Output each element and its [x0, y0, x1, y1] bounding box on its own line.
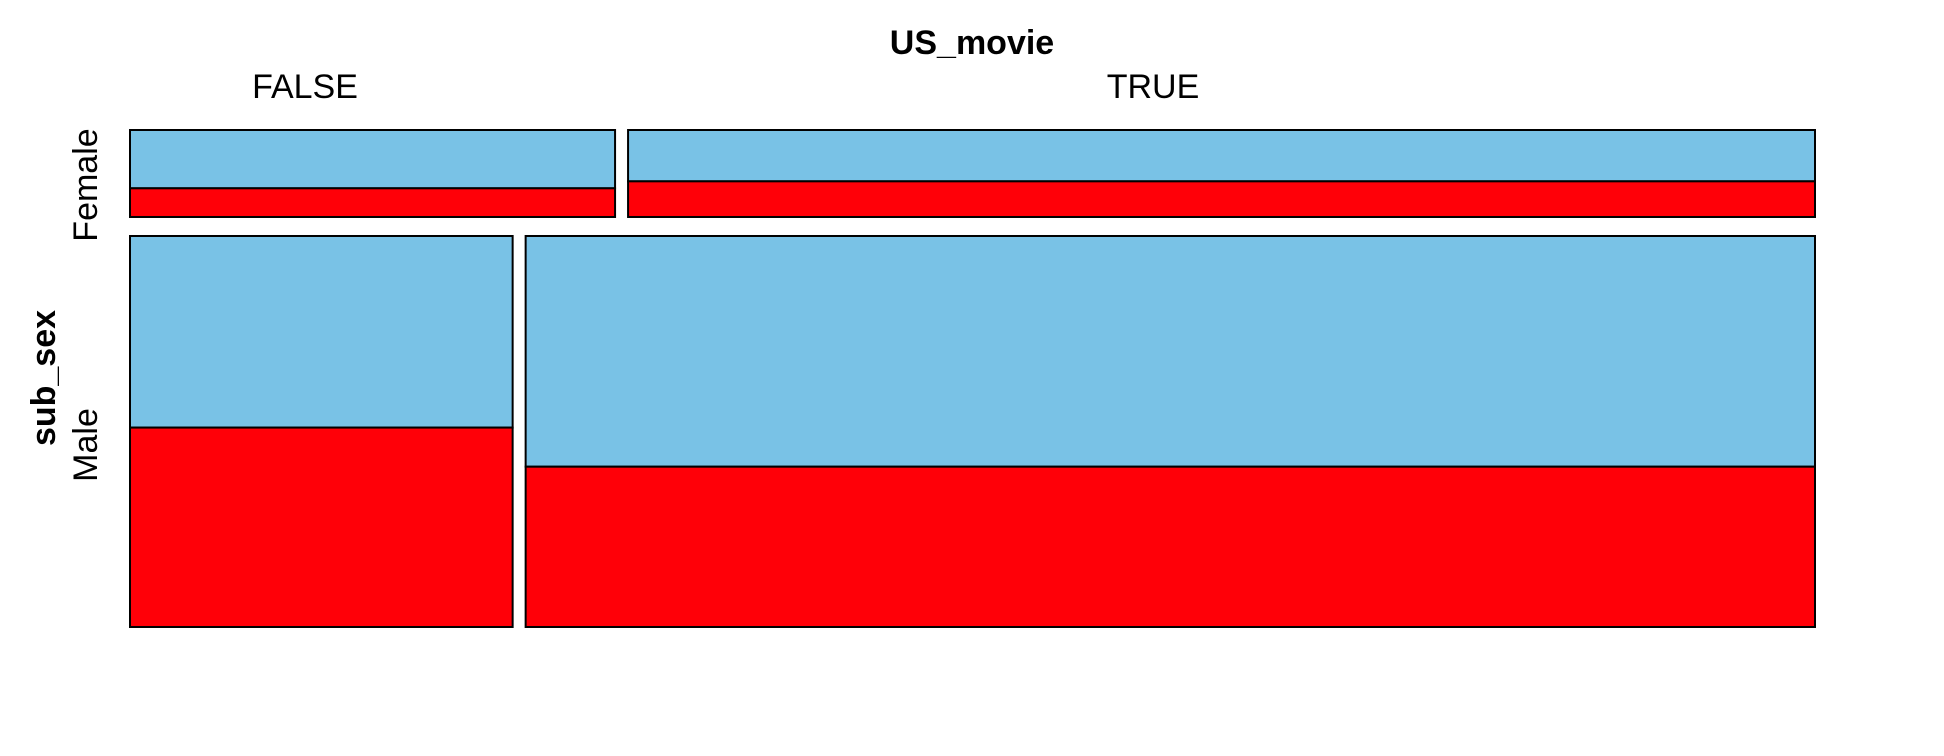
tile-false-female-upper [129, 129, 617, 190]
x-tick-true: TRUE [1107, 68, 1200, 106]
tile-false-male-upper [129, 234, 514, 429]
y-axis-title: sub_sex [25, 310, 63, 446]
x-tick-false: FALSE [252, 68, 358, 106]
mosaic-tiles [129, 129, 1816, 628]
y-tick-female: Female [67, 128, 105, 241]
tile-true-female-upper [627, 129, 1816, 183]
tile-true-female-lower [627, 180, 1816, 218]
y-tick-male: Male [67, 408, 105, 482]
tile-false-male-lower [129, 426, 514, 628]
tile-false-female-lower [129, 187, 617, 218]
tile-true-male-upper [524, 234, 1816, 468]
tile-true-male-lower [524, 465, 1816, 628]
chart-title: US_movie [890, 24, 1054, 62]
